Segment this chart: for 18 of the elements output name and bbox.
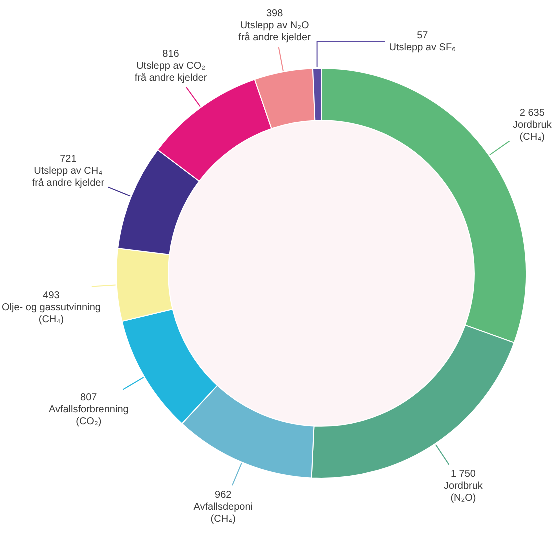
slice-label: Jordbruk (N₂O) xyxy=(444,480,484,504)
data-label: 807 xyxy=(80,392,98,404)
data-label: 1 750 xyxy=(450,468,476,480)
data-label: 962 xyxy=(215,490,232,502)
slice-label: Utslepp av N₂O frå andre kjelder xyxy=(238,20,312,44)
data-label: 816 xyxy=(162,48,180,60)
slice-label: Jordbruk (CH₄) xyxy=(512,120,553,144)
data-label: 493 xyxy=(43,290,60,302)
slice-label: Utslepp av CO₂ frå andre kjelder xyxy=(134,60,208,84)
slice-label: Avfallsforbrenning (CO₂) xyxy=(48,404,129,428)
slice-label: Utslepp av SF₆ xyxy=(389,42,456,54)
data-label: 721 xyxy=(60,154,78,165)
data-label: 2 635 xyxy=(520,108,546,120)
slice-label: Avfallsdeponi (CH₄) xyxy=(194,502,254,526)
data-label: 57 xyxy=(417,30,429,42)
slice-label: Olje- og gassutvinning (CH₄) xyxy=(2,302,101,326)
data-label: 398 xyxy=(266,8,284,20)
slice-label: Utslepp av CH₄ frå andre kjelder xyxy=(32,166,106,189)
